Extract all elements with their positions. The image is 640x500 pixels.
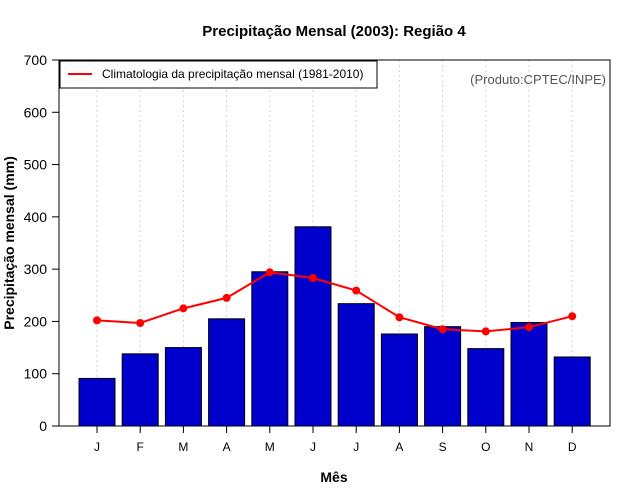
bar	[337, 303, 375, 427]
climatology-line	[93, 268, 577, 336]
data-point	[525, 323, 533, 332]
bar	[380, 333, 418, 427]
x-tick-label: M	[265, 440, 275, 454]
bar	[294, 226, 332, 427]
bar	[251, 271, 289, 427]
x-tick-label: A	[395, 440, 403, 454]
y-tick-label: 600	[24, 104, 48, 120]
y-tick-label: 700	[24, 52, 48, 68]
x-tick-label: J	[94, 440, 100, 454]
x-tick-label: F	[137, 440, 144, 454]
bar	[467, 348, 505, 427]
y-tick-label: 200	[24, 313, 48, 329]
x-tick-label: J	[310, 440, 316, 454]
data-point	[265, 268, 274, 277]
data-point	[438, 325, 447, 334]
legend-label: Climatologia da precipitação mensal (198…	[102, 67, 363, 81]
bar	[78, 377, 116, 427]
source-credit: (Produto:CPTEC/INPE)	[470, 72, 606, 87]
x-tick-label: D	[568, 440, 577, 454]
legend-box	[59, 60, 378, 89]
y-axis: 0 100 200 300 400 500 600 700	[24, 52, 60, 434]
legend: Climatologia da precipitação mensal (198…	[59, 60, 378, 89]
x-tick-label: J	[353, 440, 359, 454]
x-tick-label: O	[481, 440, 490, 454]
series-line	[96, 271, 573, 333]
y-tick-label: 0	[39, 418, 47, 434]
x-tick-label: N	[525, 440, 534, 454]
x-tick-label: M	[178, 440, 188, 454]
data-point	[136, 318, 145, 327]
bar	[553, 356, 591, 427]
y-axis-label: Precipitação mensal (mm)	[1, 156, 17, 330]
bar	[164, 347, 202, 427]
y-tick-label: 300	[24, 261, 48, 277]
data-point	[309, 274, 317, 283]
data-point	[93, 316, 101, 325]
chart-title: Precipitação Mensal (2003): Região 4	[202, 23, 466, 40]
x-axis-label: Mês	[320, 469, 347, 485]
data-point	[352, 286, 361, 295]
bar	[121, 353, 159, 427]
data-point	[222, 293, 231, 302]
bar	[424, 326, 462, 427]
data-point	[481, 327, 490, 336]
y-tick-label: 100	[24, 366, 48, 382]
y-tick-label: 400	[24, 209, 48, 225]
data-point	[179, 304, 188, 313]
x-tick-label: S	[439, 440, 447, 454]
y-tick-label: 500	[24, 157, 48, 173]
data-point	[568, 312, 577, 321]
bar	[510, 321, 548, 427]
bars	[78, 226, 591, 427]
x-tick-label: A	[223, 440, 231, 454]
data-point	[395, 313, 404, 322]
bar	[208, 318, 246, 427]
